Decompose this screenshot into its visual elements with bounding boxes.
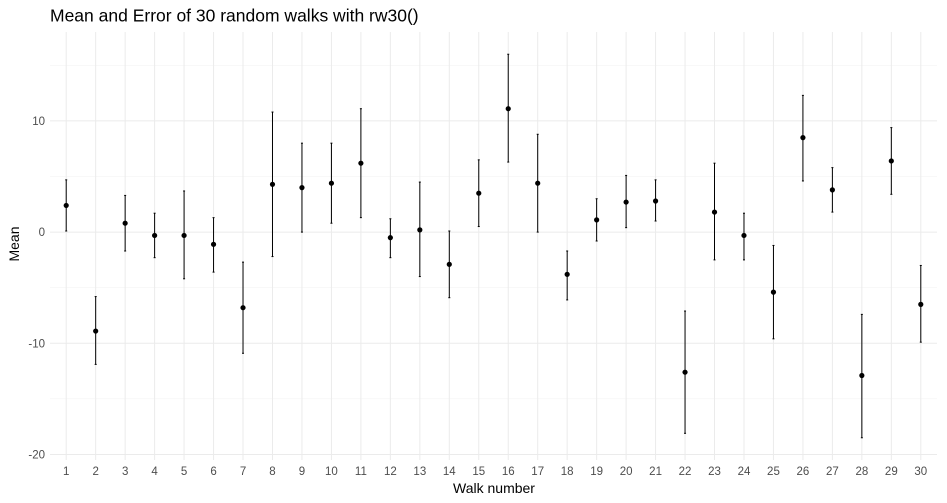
x-tick-label: 13: [413, 466, 426, 478]
x-tick-label: 8: [269, 466, 275, 478]
x-tick-label: 3: [122, 466, 128, 478]
y-tick-label: 0: [39, 227, 45, 239]
mean-point: [152, 232, 158, 239]
x-tick-label: 23: [708, 466, 721, 478]
mean-point: [918, 301, 924, 307]
mean-point: [682, 369, 688, 375]
x-tick-label: 10: [325, 466, 338, 478]
mean-point: [800, 135, 806, 141]
y-tick-label: 10: [32, 116, 45, 128]
mean-point: [299, 185, 305, 191]
mean-point: [711, 209, 718, 215]
x-tick-label: 26: [797, 466, 810, 478]
mean-point: [594, 217, 600, 223]
minor-gridlines: [50, 65, 937, 400]
mean-point: [888, 158, 894, 164]
x-tick-label: 25: [767, 466, 780, 478]
mean-points: [63, 106, 924, 379]
x-tick-label: 1: [63, 466, 69, 478]
x-tick-label: 5: [181, 466, 187, 478]
mean-point: [417, 227, 423, 233]
mean-point: [210, 241, 217, 247]
mean-point: [476, 190, 482, 196]
x-tick-label: 6: [210, 466, 216, 478]
x-tick-label: 20: [620, 466, 633, 478]
chart-title: Mean and Error of 30 random walks with r…: [50, 6, 419, 26]
mean-point: [505, 106, 511, 112]
mean-point: [652, 198, 659, 204]
x-tick-label: 29: [885, 466, 898, 478]
x-tick-label: 2: [92, 466, 98, 478]
x-tick-label: 18: [561, 466, 574, 478]
y-tick-label: -20: [28, 449, 45, 461]
mean-point: [770, 289, 777, 295]
mean-point: [535, 180, 541, 186]
error-bars: [65, 53, 922, 439]
x-tick-label: 7: [240, 466, 246, 478]
mean-point: [859, 372, 865, 379]
x-tick-label: 11: [355, 466, 367, 478]
mean-point: [122, 220, 128, 226]
x-axis-title: Walk number: [453, 480, 535, 496]
x-tick-label: 12: [384, 466, 397, 478]
x-tick-label: 14: [443, 466, 456, 478]
x-tick-label: 22: [679, 466, 692, 478]
mean-point: [328, 180, 335, 186]
mean-point: [63, 202, 69, 209]
mean-point: [741, 232, 747, 239]
x-tick-label: 19: [590, 466, 603, 478]
mean-point: [829, 187, 835, 193]
x-tick-label: 21: [649, 466, 662, 478]
x-tick-label: 16: [502, 466, 515, 478]
x-tick-label: 24: [738, 466, 751, 478]
x-tick-label: 4: [151, 466, 158, 478]
x-tick-label: 27: [826, 466, 839, 478]
x-tick-labels: 1 2 3 4 5 6 7 8 9 10 11 12 13 14 15 16 17 18 19 20 21 22 23 24 2…: [63, 466, 927, 478]
y-tick-label: -10: [28, 338, 45, 350]
mean-point: [564, 271, 570, 277]
major-gridlines: [50, 32, 937, 460]
y-axis-title: Mean: [6, 226, 22, 261]
y-tick-labels: -20 -10 0 10: [28, 116, 45, 462]
x-tick-label: 30: [914, 466, 927, 478]
mean-point: [240, 305, 246, 311]
mean-point: [387, 235, 393, 241]
mean-point: [93, 328, 99, 334]
mean-point: [269, 181, 276, 187]
x-tick-label: 15: [472, 466, 485, 478]
mean-point: [358, 160, 364, 166]
x-tick-label: 9: [299, 466, 305, 478]
x-tick-label: 28: [855, 466, 868, 478]
x-tick-label: 17: [531, 466, 544, 478]
mean-point: [623, 199, 629, 205]
mean-point: [181, 232, 187, 239]
mean-point: [446, 261, 452, 267]
